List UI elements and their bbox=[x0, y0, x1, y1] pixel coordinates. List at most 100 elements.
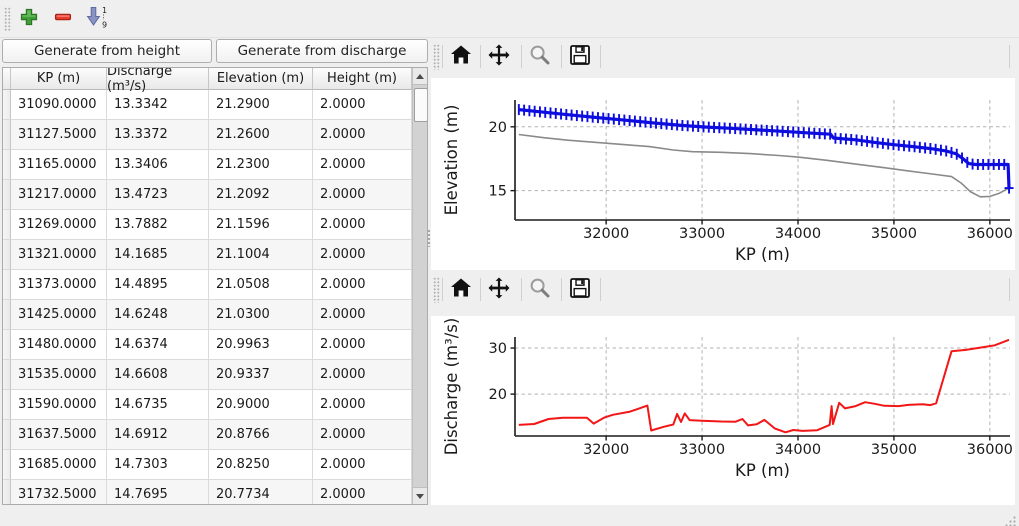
table-header-cell[interactable]: Discharge (m³/s) bbox=[107, 68, 209, 94]
generate-from-height-button[interactable]: Generate from height bbox=[2, 39, 212, 63]
table-cell[interactable]: 14.6374 bbox=[107, 330, 209, 360]
home-button[interactable] bbox=[447, 43, 474, 70]
table-cell[interactable]: 2.0000 bbox=[313, 300, 412, 330]
table-cell[interactable]: 14.6912 bbox=[107, 420, 209, 450]
table-cell[interactable]: 13.3406 bbox=[107, 150, 209, 180]
table-cell[interactable]: 2.0000 bbox=[313, 330, 412, 360]
row-header[interactable] bbox=[3, 360, 11, 390]
row-header[interactable] bbox=[3, 120, 11, 150]
table-cell[interactable]: 14.4895 bbox=[107, 270, 209, 300]
sort-ascending-button[interactable]: 1 9 bbox=[84, 6, 108, 31]
table-cell[interactable]: 31685.0000 bbox=[11, 450, 107, 480]
table-cell[interactable]: 13.3372 bbox=[107, 120, 209, 150]
save-button[interactable] bbox=[566, 43, 593, 70]
table-cell[interactable]: 31732.5000 bbox=[11, 480, 107, 504]
table-cell[interactable]: 2.0000 bbox=[313, 210, 412, 240]
table-cell[interactable]: 21.0508 bbox=[209, 270, 313, 300]
row-header[interactable] bbox=[3, 210, 11, 240]
table-cell[interactable]: 2.0000 bbox=[313, 120, 412, 150]
table-cell[interactable]: 2.0000 bbox=[313, 180, 412, 210]
table-cell[interactable]: 31535.0000 bbox=[11, 360, 107, 390]
table-cell[interactable]: 2.0000 bbox=[313, 90, 412, 120]
generate-from-discharge-button[interactable]: Generate from discharge bbox=[216, 39, 428, 63]
row-header[interactable] bbox=[3, 300, 11, 330]
zoom-button[interactable] bbox=[526, 276, 553, 303]
table-cell[interactable]: 2.0000 bbox=[313, 450, 412, 480]
table-cell[interactable]: 21.1004 bbox=[209, 240, 313, 270]
table-cell[interactable]: 21.2600 bbox=[209, 120, 313, 150]
zoom-button[interactable] bbox=[526, 43, 553, 70]
table-cell[interactable]: 20.8250 bbox=[209, 450, 313, 480]
table-cell[interactable]: 2.0000 bbox=[313, 420, 412, 450]
row-header[interactable] bbox=[3, 450, 11, 480]
svg-text:30: 30 bbox=[489, 341, 507, 357]
table-cell[interactable]: 31217.0000 bbox=[11, 180, 107, 210]
table-cell[interactable]: 31321.0000 bbox=[11, 240, 107, 270]
table-cell[interactable]: 2.0000 bbox=[313, 270, 412, 300]
size-grip[interactable] bbox=[1004, 512, 1017, 526]
table-cell[interactable]: 31637.5000 bbox=[11, 420, 107, 450]
table-cell[interactable]: 21.2300 bbox=[209, 150, 313, 180]
row-header[interactable] bbox=[3, 420, 11, 450]
table-cell[interactable]: 14.6608 bbox=[107, 360, 209, 390]
table-cell[interactable]: 21.1596 bbox=[209, 210, 313, 240]
row-header[interactable] bbox=[3, 150, 11, 180]
table-cell[interactable]: 21.2092 bbox=[209, 180, 313, 210]
scroll-down-button[interactable] bbox=[413, 487, 427, 504]
table-cell[interactable]: 2.0000 bbox=[313, 150, 412, 180]
table-header-cell[interactable]: Height (m) bbox=[313, 68, 412, 90]
table-cell[interactable]: 14.7695 bbox=[107, 480, 209, 504]
add-row-button[interactable] bbox=[17, 7, 41, 31]
table-cell[interactable]: 31090.0000 bbox=[11, 90, 107, 120]
row-header[interactable] bbox=[3, 180, 11, 210]
svg-text:33000: 33000 bbox=[679, 226, 725, 242]
table-cell[interactable]: 20.8766 bbox=[209, 420, 313, 450]
table-cell[interactable]: 20.9963 bbox=[209, 330, 313, 360]
remove-row-button[interactable] bbox=[51, 7, 75, 31]
save-button[interactable] bbox=[566, 276, 593, 303]
table-cell[interactable]: 2.0000 bbox=[313, 240, 412, 270]
toolbar-drag-handle[interactable] bbox=[433, 277, 440, 303]
row-header[interactable] bbox=[3, 270, 11, 300]
splitter-handle[interactable] bbox=[426, 67, 431, 505]
scrollbar-thumb[interactable] bbox=[414, 88, 427, 122]
row-header[interactable] bbox=[3, 240, 11, 270]
table-cell[interactable]: 31480.0000 bbox=[11, 330, 107, 360]
table-header-cell[interactable]: Elevation (m) bbox=[209, 68, 313, 90]
elevation-chart-canvas[interactable]: 32000 33000 34000 35000 36000 15 20 KP (m) Eleva… bbox=[431, 78, 1015, 270]
table-cell[interactable]: 31425.0000 bbox=[11, 300, 107, 330]
table-vertical-scrollbar[interactable] bbox=[412, 68, 427, 504]
table-cell[interactable]: 13.4723 bbox=[107, 180, 209, 210]
table-cell[interactable]: 21.0300 bbox=[209, 300, 313, 330]
scroll-up-button[interactable] bbox=[413, 68, 427, 85]
table-cell[interactable]: 2.0000 bbox=[313, 390, 412, 420]
pan-button[interactable] bbox=[485, 276, 512, 303]
row-header[interactable] bbox=[3, 390, 11, 420]
toolbar-drag-handle[interactable] bbox=[4, 7, 11, 31]
table-cell[interactable]: 21.2900 bbox=[209, 90, 313, 120]
row-header[interactable] bbox=[3, 480, 11, 504]
table-header-cell[interactable]: KP (m) bbox=[11, 68, 107, 90]
table-cell[interactable]: 14.7303 bbox=[107, 450, 209, 480]
table-cell[interactable]: 31165.0000 bbox=[11, 150, 107, 180]
table-cell[interactable]: 14.1685 bbox=[107, 240, 209, 270]
home-button[interactable] bbox=[447, 276, 474, 303]
table-cell[interactable]: 31373.0000 bbox=[11, 270, 107, 300]
table-cell[interactable]: 31590.0000 bbox=[11, 390, 107, 420]
table-cell[interactable]: 13.7882 bbox=[107, 210, 209, 240]
row-header[interactable] bbox=[3, 90, 11, 120]
table-cell[interactable]: 2.0000 bbox=[313, 360, 412, 390]
table-cell[interactable]: 2.0000 bbox=[313, 480, 412, 504]
table-cell[interactable]: 13.3342 bbox=[107, 90, 209, 120]
pan-button[interactable] bbox=[485, 43, 512, 70]
table-cell[interactable]: 14.6248 bbox=[107, 300, 209, 330]
table-cell[interactable]: 20.9000 bbox=[209, 390, 313, 420]
discharge-chart-canvas[interactable]: 32000 33000 34000 35000 36000 20 30 KP (m) Disch… bbox=[431, 316, 1015, 505]
toolbar-drag-handle[interactable] bbox=[433, 44, 440, 70]
table-cell[interactable]: 20.7734 bbox=[209, 480, 313, 504]
row-header[interactable] bbox=[3, 330, 11, 360]
table-cell[interactable]: 31127.5000 bbox=[11, 120, 107, 150]
table-cell[interactable]: 20.9337 bbox=[209, 360, 313, 390]
table-cell[interactable]: 31269.0000 bbox=[11, 210, 107, 240]
table-cell[interactable]: 14.6735 bbox=[107, 390, 209, 420]
